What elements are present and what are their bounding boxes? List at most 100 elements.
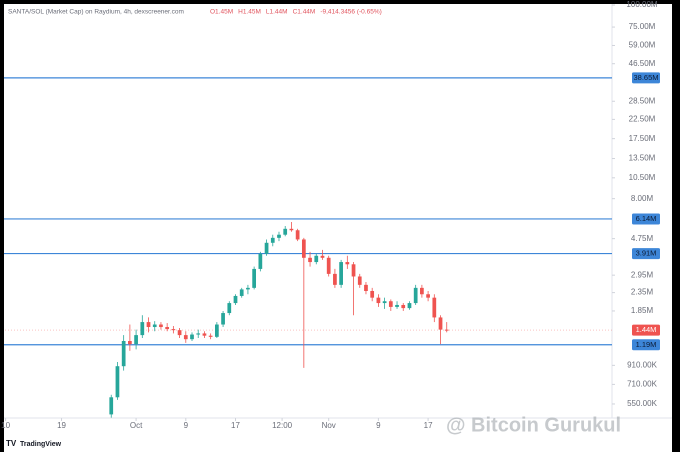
level-label: 1.19M: [636, 340, 657, 349]
candle-body: [128, 341, 132, 345]
candle-body: [221, 313, 225, 325]
candle-body: [165, 327, 170, 330]
candle-body: [283, 228, 288, 235]
ohlc-label: C1.44M: [293, 9, 316, 16]
candle-body: [252, 268, 257, 288]
candle-body: [413, 287, 418, 304]
current-price-label: 1.44M: [636, 325, 657, 334]
y-tick-label: 22.50M: [629, 114, 656, 123]
x-tick-label: 9: [184, 421, 189, 430]
candle-body: [444, 329, 449, 331]
y-tick-label: 550.00K: [627, 399, 657, 408]
candle-body: [264, 242, 269, 254]
y-tick-label: 46.50M: [629, 59, 656, 68]
y-tick-label: 28.50M: [629, 96, 656, 105]
ohlc-label: H1.45M: [238, 9, 261, 16]
level-label: 38.65M: [633, 73, 658, 82]
candle-body: [140, 322, 145, 336]
candle-body: [146, 322, 151, 328]
candle-body: [277, 234, 281, 238]
watermark: @ Bitcoin Gurukul: [446, 414, 621, 436]
candle-body: [376, 297, 381, 304]
candle-body: [289, 228, 294, 231]
candle-body: [177, 330, 182, 336]
y-tick-label: 2.35M: [631, 288, 654, 297]
candle-body: [388, 301, 393, 307]
candle-body: [351, 264, 356, 277]
candle-body: [401, 304, 406, 309]
x-tick-label: Oct: [130, 421, 143, 430]
candle-body: [364, 284, 368, 291]
ohlc-label: -9,414.3456 (-0.65%): [320, 9, 381, 16]
logo-text: TradingView: [20, 441, 62, 448]
y-tick-label: 59.00M: [629, 41, 656, 50]
x-tick-label: 9: [376, 421, 381, 430]
candle-body: [196, 333, 201, 335]
candle-body: [370, 290, 375, 298]
candle-body: [233, 295, 238, 304]
candle-body: [183, 335, 188, 340]
level-label-box: [632, 339, 660, 351]
y-tick-label: 8.00M: [631, 194, 654, 203]
y-tick-label: 17.50M: [629, 134, 656, 143]
candle-body: [339, 262, 343, 285]
candle-body: [314, 255, 319, 263]
candle-body: [159, 324, 163, 328]
level-label: 3.91M: [636, 249, 657, 258]
candle-body: [407, 303, 412, 309]
candle-body: [357, 276, 362, 285]
x-tick-label: 17: [231, 421, 240, 430]
y-tick-label: 75.00M: [629, 22, 656, 31]
x-tick-label: 17: [424, 421, 433, 430]
y-tick-label: 1.85M: [631, 306, 654, 315]
candle-body: [308, 257, 312, 263]
candle-body: [258, 253, 263, 269]
chart-background: [4, 4, 672, 452]
chart-title: SANTA/SOL (Market Cap) on Raydium, 4h, d…: [8, 9, 184, 16]
y-tick-label: 2.95M: [631, 270, 654, 279]
candle-body: [202, 333, 207, 336]
candle-body: [134, 335, 138, 345]
x-tick-label: 10: [1, 421, 10, 430]
candle-body: [115, 366, 120, 398]
x-tick-label: Nov: [322, 421, 336, 430]
candle-body: [333, 273, 337, 285]
candle-body: [426, 294, 430, 298]
y-tick-label: 10.50M: [629, 173, 656, 182]
y-tick-label: 4.75M: [631, 234, 654, 243]
level-label-box: [632, 72, 660, 84]
logo-mark: TV: [6, 439, 17, 448]
candle-body: [121, 341, 126, 367]
candle-body: [382, 301, 387, 304]
candle-body: [438, 317, 443, 330]
candle-body: [270, 237, 275, 243]
candle-body: [208, 335, 213, 337]
y-tick-label: 100.00M: [626, 0, 657, 9]
ohlc-label: L1.44M: [266, 9, 288, 16]
candle-body: [395, 304, 399, 307]
x-tick-label: 12:00: [272, 421, 293, 430]
candle-body: [239, 289, 244, 296]
level-label-box: [632, 248, 660, 260]
x-tick-label: 19: [57, 421, 66, 430]
candle-body: [432, 297, 437, 318]
candle-body: [214, 324, 219, 337]
candle-body: [345, 262, 350, 265]
candle-body: [171, 329, 176, 331]
y-tick-label: 13.50M: [629, 154, 656, 163]
candle-body: [109, 397, 114, 415]
candle-body: [227, 303, 232, 314]
candle-body: [246, 287, 250, 290]
ohlc-label: O1.45M: [210, 9, 233, 16]
candle-body: [420, 287, 424, 295]
current-price-box: [632, 324, 660, 336]
candle-body: [301, 239, 306, 258]
candle-body: [326, 257, 331, 274]
candle-body: [190, 334, 194, 340]
candle-body: [152, 324, 157, 328]
y-tick-label: 710.00K: [627, 379, 657, 388]
candle-body: [320, 255, 325, 258]
level-label: 6.14M: [636, 214, 657, 223]
